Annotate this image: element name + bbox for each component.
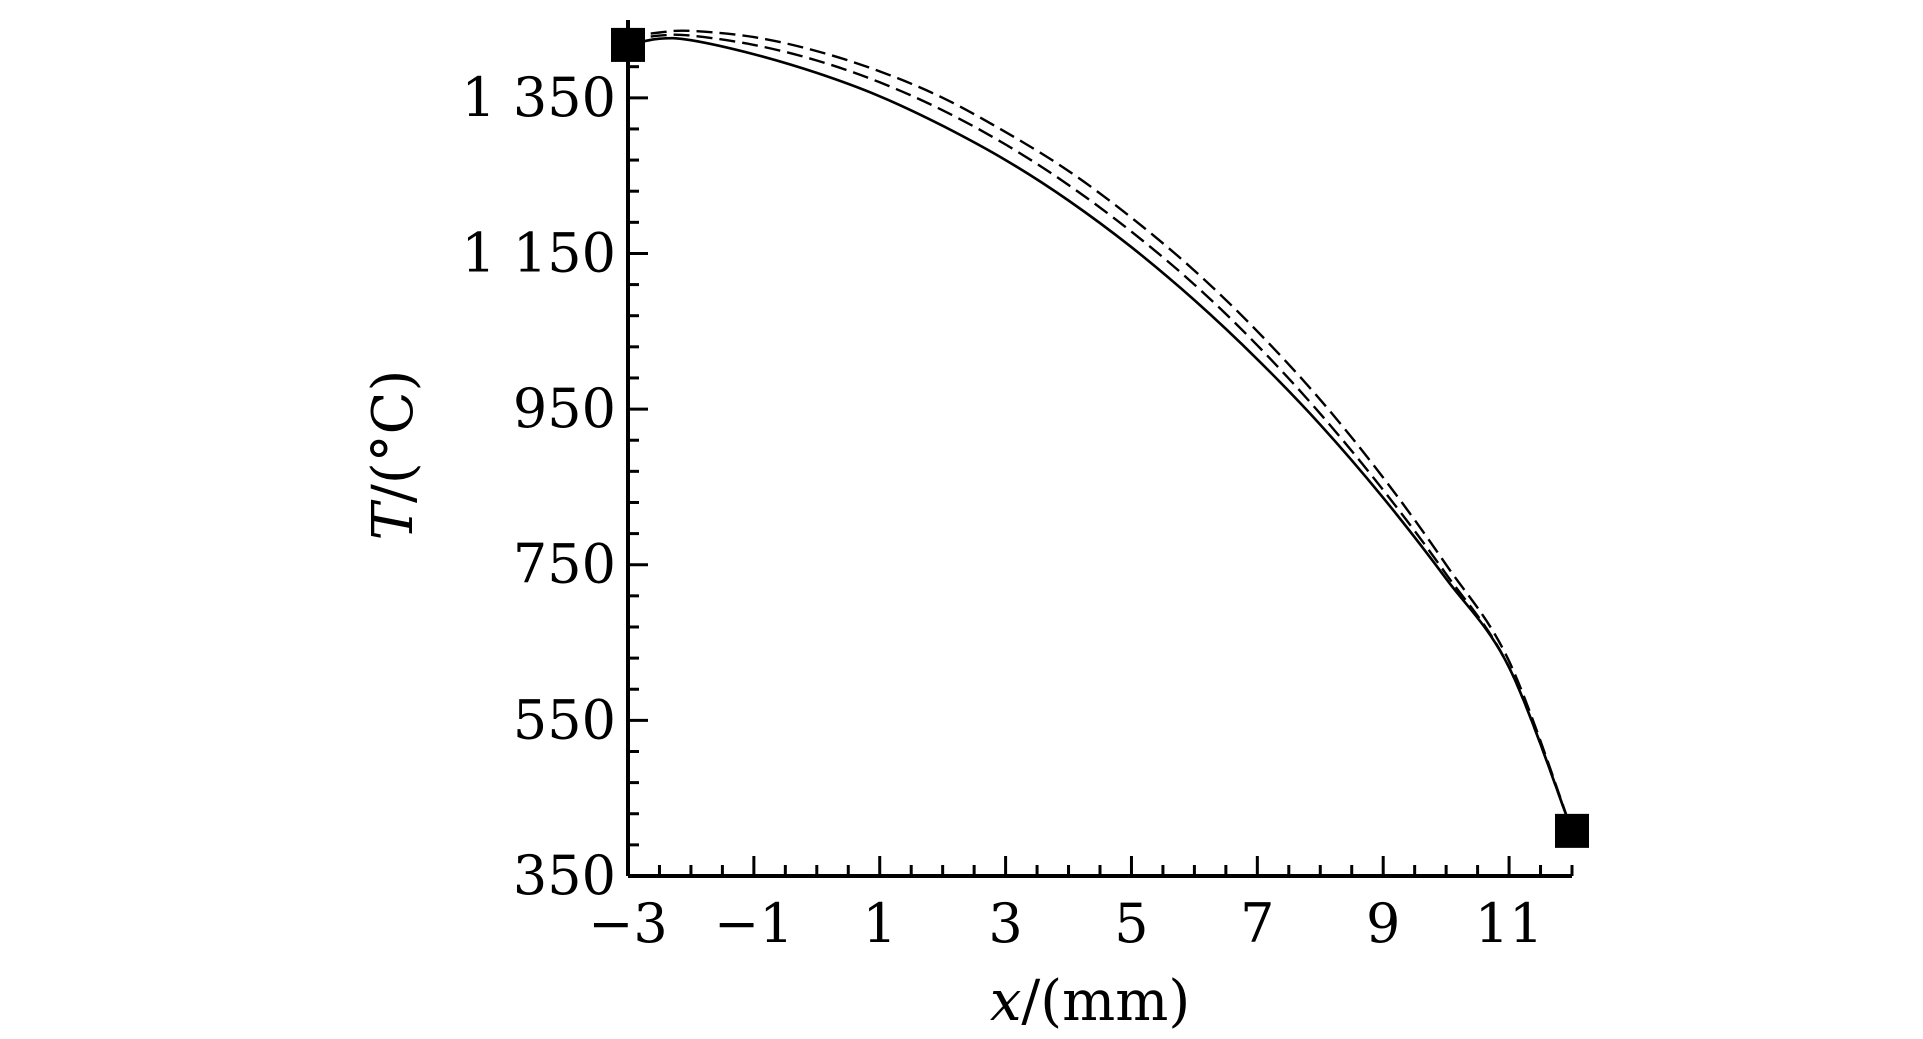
x-tick-label: 5 bbox=[1114, 892, 1148, 955]
x-tick-label: 9 bbox=[1366, 892, 1400, 955]
x-tick-label: −1 bbox=[714, 892, 794, 955]
tick-labels: 350 550 750 950 1 150 1 350 −3 −1 1 3 5 7 9 11 bbox=[461, 66, 1543, 955]
y-axis-title: T/(°C) bbox=[361, 370, 426, 541]
x-tick-label: 7 bbox=[1240, 892, 1274, 955]
y-tick-label: 950 bbox=[513, 377, 616, 440]
x-axis-variable: x bbox=[990, 969, 1022, 1034]
ticks bbox=[626, 34, 1574, 878]
y-tick-label: 350 bbox=[513, 844, 616, 907]
x-tick-label: 11 bbox=[1475, 892, 1544, 955]
y-axis-variable: T bbox=[361, 499, 426, 540]
x-tick-label: −3 bbox=[588, 892, 668, 955]
x-tick-label: 3 bbox=[988, 892, 1022, 955]
square-marker-2 bbox=[1555, 813, 1589, 848]
y-tick-label: 750 bbox=[513, 533, 616, 596]
y-tick-label: 1 150 bbox=[461, 221, 616, 284]
plot-lines bbox=[627, 29, 1574, 832]
axes bbox=[626, 20, 1572, 878]
square-marker-1 bbox=[611, 27, 645, 62]
x-axis-title: x/(mm) bbox=[990, 969, 1190, 1034]
markers bbox=[611, 27, 1589, 848]
x-axis-unit: /(mm) bbox=[1021, 969, 1190, 1034]
y-tick-label: 550 bbox=[513, 688, 616, 751]
series-line-1-solid bbox=[627, 36, 1574, 832]
series-line-2-dashed bbox=[627, 33, 1574, 832]
series-line-3-dashed bbox=[627, 29, 1574, 832]
y-axis-unit: /(°C) bbox=[361, 370, 426, 503]
y-tick-label: 1 350 bbox=[461, 66, 616, 129]
x-tick-label: 1 bbox=[863, 892, 897, 955]
